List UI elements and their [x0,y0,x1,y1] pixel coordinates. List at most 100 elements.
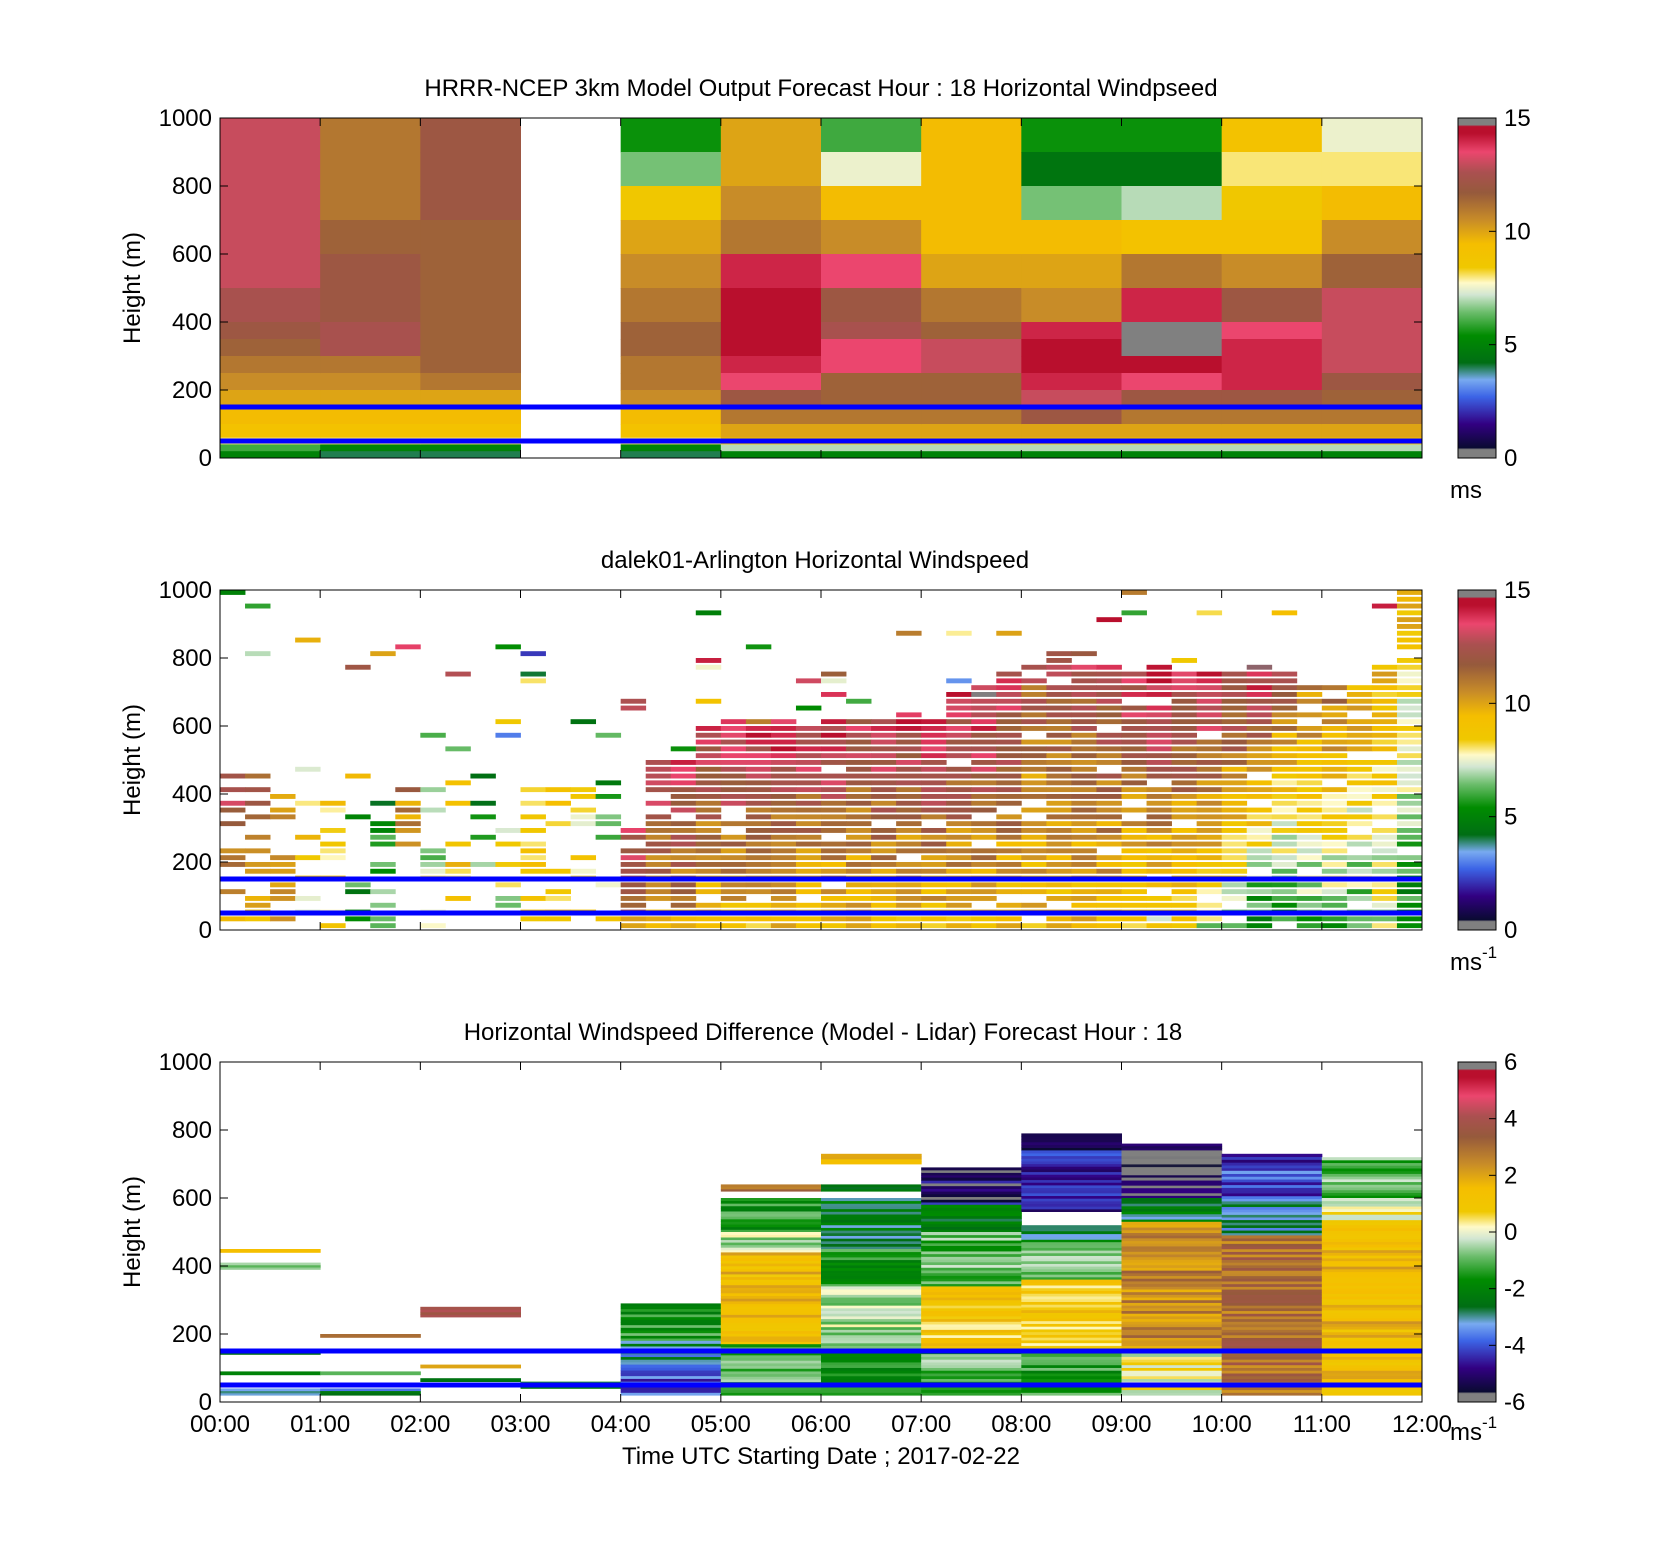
heatmap-cell [1246,678,1273,684]
heatmap-cell [1221,1193,1323,1197]
heatmap-cell [1221,862,1248,867]
heatmap-cell [320,1371,421,1376]
heatmap-cell [1021,828,1047,833]
heatmap-cell [1371,698,1398,704]
heatmap-cell [1196,814,1223,820]
heatmap-cell [620,1319,722,1323]
heatmap-cell [1321,1157,1423,1161]
heatmap-cell [745,841,772,847]
heatmap-cell [1121,1291,1223,1295]
heatmap-cell [1021,821,1047,827]
heatmap-cell [1321,1296,1423,1300]
heatmap-cell [1196,916,1223,922]
heatmap-cell [720,1184,822,1188]
colorbar-unit-label: ms-1 [1450,1413,1497,1446]
heatmap-cell [1021,1359,1122,1363]
heatmap-cell [921,118,1022,153]
heatmap-cell [1071,773,1097,779]
heatmap-cell [1021,1182,1122,1186]
heatmap-cell [1246,671,1273,677]
heatmap-cell [1296,698,1323,704]
heatmap-cell [921,923,947,929]
heatmap-cell [1321,1203,1423,1207]
heatmap-cell [1096,794,1122,799]
heatmap-cell [770,780,797,786]
heatmap-cell [1021,424,1122,439]
heatmap-cell [620,1340,722,1344]
heatmap-cell [821,1188,922,1192]
heatmap-cell [1371,692,1398,697]
heatmap-cell [921,760,947,765]
heatmap-cell [996,828,1022,833]
heatmap-cell [720,1292,822,1296]
heatmap-cell [1021,692,1047,697]
heatmap-cell [846,841,872,847]
heatmap-cell [720,821,747,827]
heatmap-cell [1221,1362,1323,1366]
heatmap-cell [846,821,872,827]
heatmap-cell [670,848,697,854]
heatmap-cell [921,766,947,772]
heatmap-cell [1196,862,1223,867]
heatmap-cell [1171,868,1198,874]
heatmap-cell [1246,828,1273,833]
heatmap-cell [1221,1201,1323,1205]
heatmap-cell [220,862,246,867]
heatmap-cell [1171,800,1198,806]
heatmap-cell [220,807,246,813]
heatmap-cell [1046,664,1072,670]
heatmap-cell [1096,814,1122,820]
heatmap-cell [1021,862,1047,867]
heatmap-cell [595,780,622,786]
heatmap-cell [1021,390,1122,408]
heatmap-cell [670,828,697,833]
heatmap-cell [821,760,847,765]
heatmap-cell [795,882,822,888]
heatmap-cell [620,1367,722,1371]
heatmap-cell [1146,834,1172,840]
heatmap-cell [1121,1246,1223,1250]
heatmap-cell [1071,841,1097,847]
heatmap-cell [1121,220,1223,255]
heatmap-cell [620,444,722,452]
heatmap-cell [1121,685,1147,691]
heatmap-cell [420,732,446,738]
heatmap-cell [1021,719,1047,725]
heatmap-cell [1121,1251,1223,1255]
heatmap-cell [770,732,797,738]
heatmap-cell [1346,923,1373,929]
heatmap-cell [1396,868,1423,874]
heatmap-cell [720,1186,822,1190]
heatmap-cell [921,841,947,847]
heatmap-cell [1121,1272,1223,1277]
heatmap-cell [1021,1345,1122,1349]
heatmap-cell [520,916,546,922]
heatmap-cell [1296,814,1323,820]
heatmap-cell [821,1332,922,1336]
heatmap-cell [1021,923,1047,929]
heatmap-cell [645,889,672,895]
heatmap-cell [695,732,722,738]
heatmap-cell [1221,1283,1323,1287]
heatmap-cell [1146,882,1172,888]
heatmap-cell [1021,1166,1122,1170]
heatmap-cell [1321,773,1348,779]
heatmap-cell [620,848,647,854]
heatmap-cell [821,807,847,813]
heatmap-cell [1271,726,1298,731]
heatmap-cell [846,753,872,759]
heatmap-cell [1271,794,1298,799]
heatmap-cell [1046,841,1072,847]
heatmap-cell [1246,855,1273,861]
heatmap-cell [1346,889,1373,895]
heatmap-cell [846,719,872,725]
heatmap-cell [1321,1362,1423,1366]
heatmap-cell [695,862,722,867]
x-tick-label: 08:00 [991,1411,1051,1438]
heatmap-cell [1196,807,1223,813]
heatmap-cell [1021,678,1047,684]
heatmap-cell [1121,1367,1223,1371]
heatmap-cell [1146,712,1172,718]
heatmap-cell [345,889,371,895]
heatmap-cell [1321,152,1423,187]
